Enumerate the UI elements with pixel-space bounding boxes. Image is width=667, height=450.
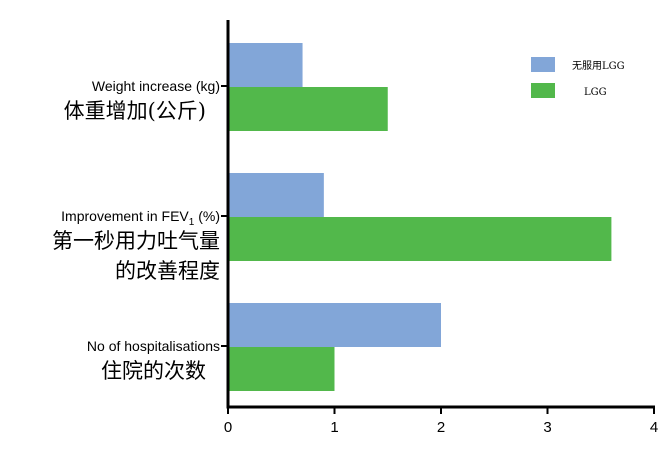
bar-lgg-1 bbox=[228, 217, 612, 261]
x-tick-label-3: 3 bbox=[543, 419, 551, 436]
category-label-en-subscript-1: 1 bbox=[189, 217, 195, 228]
bar-no-lgg-0 bbox=[228, 43, 303, 87]
category-label-zh-1-0: 第一秒用力吐气量 bbox=[52, 229, 220, 253]
bar-no-lgg-1 bbox=[228, 173, 324, 217]
category-label-zh-1-1: 的改善程度 bbox=[115, 259, 220, 283]
legend-swatch-1 bbox=[531, 83, 555, 98]
bar-lgg-0 bbox=[228, 87, 388, 131]
x-tick-label-2: 2 bbox=[437, 419, 445, 436]
legend-label-0: 无服用LGG bbox=[572, 60, 625, 72]
x-tick-label-0: 0 bbox=[224, 419, 232, 436]
category-label-en-1: Improvement in FEV1 (%) bbox=[61, 208, 220, 228]
bar-no-lgg-2 bbox=[228, 303, 441, 347]
x-tick-label-4: 4 bbox=[650, 419, 658, 436]
category-label-en-text-1: Improvement in FEV bbox=[61, 208, 189, 224]
legend-swatch-0 bbox=[531, 57, 555, 72]
category-label-zh-0-0: 体重增加(公斤) bbox=[64, 99, 206, 123]
category-label-en-text-2: No of hospitalisations bbox=[87, 338, 220, 354]
category-label-en-2: No of hospitalisations bbox=[87, 338, 220, 354]
x-tick-label-1: 1 bbox=[330, 419, 338, 436]
category-label-zh-2-0: 住院的次数 bbox=[101, 359, 206, 383]
bar-lgg-2 bbox=[228, 347, 335, 391]
category-label-en-suffix-1: (%) bbox=[194, 208, 220, 224]
legend-label-1: LGG bbox=[584, 87, 607, 98]
category-label-en-text-0: Weight increase (kg) bbox=[92, 78, 220, 94]
category-label-en-0: Weight increase (kg) bbox=[92, 78, 220, 94]
